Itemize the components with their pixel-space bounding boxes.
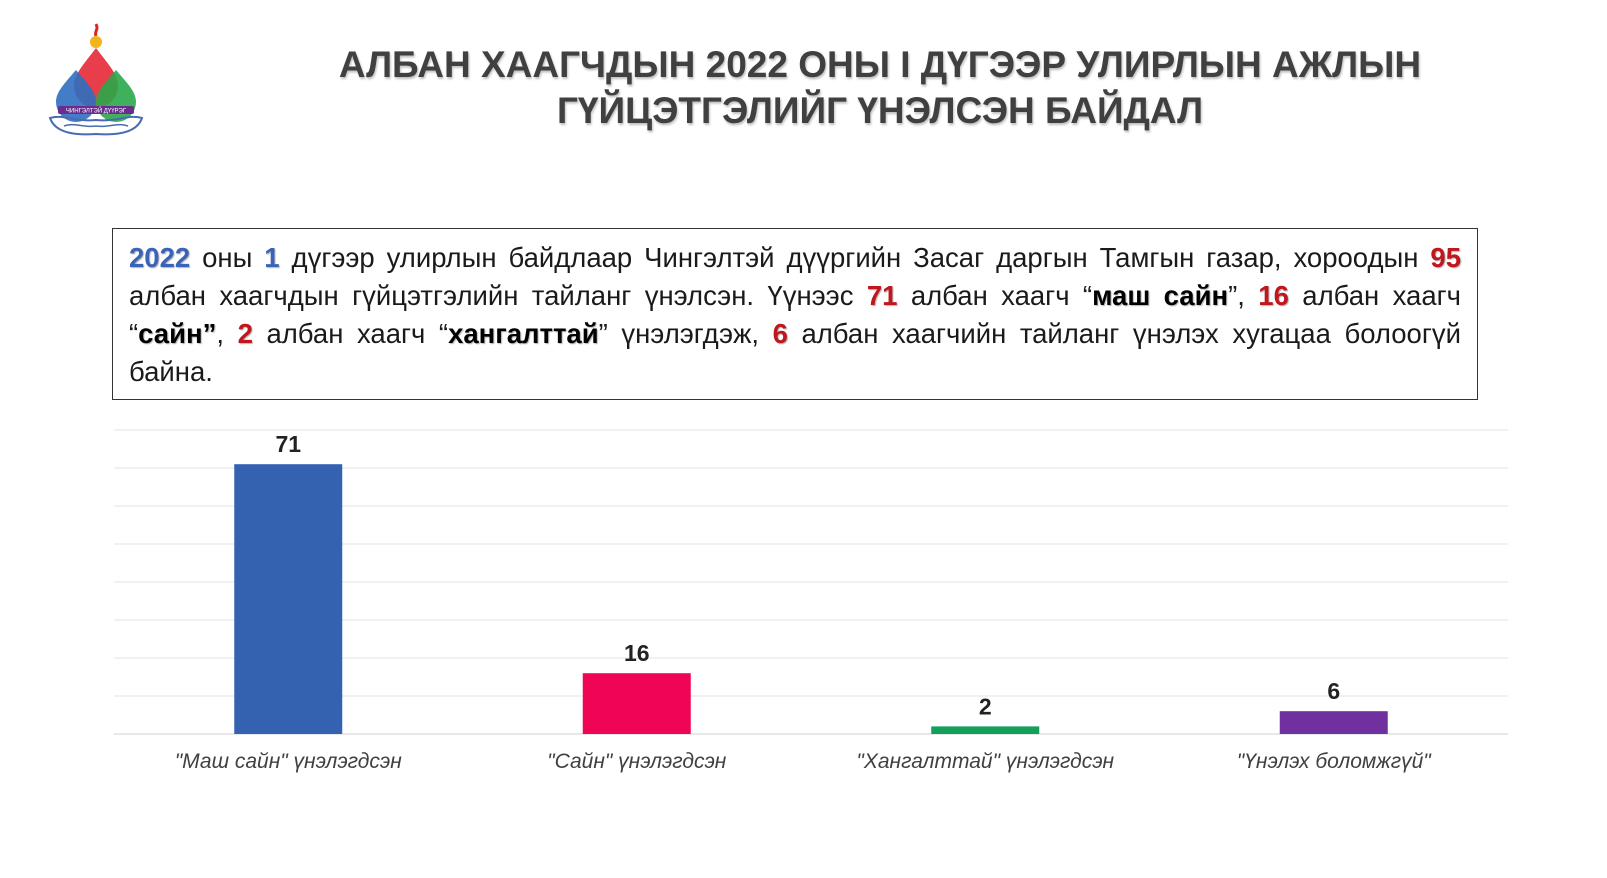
page-title: АЛБАН ХААГЧДЫН 2022 ОНЫ I ДҮГЭЭР УЛИРЛЫН… — [230, 42, 1530, 134]
summary-text: албан хаагч “ — [129, 280, 1461, 349]
chart-data-label: 2 — [979, 693, 992, 719]
summary-text: албан хаагчийн тайланг үнэлэх хугацаа бо… — [129, 318, 1461, 387]
summary-count-satisfactory: 2 — [237, 318, 253, 349]
chart-bars — [234, 464, 1388, 734]
summary-year: 2022 — [129, 242, 191, 273]
summary-text: дүгээр улирлын байдлаар Чингэлтэй дүүрги… — [279, 242, 1431, 273]
chart-category-label: "Сайн" үнэлэгдсэн — [547, 750, 727, 773]
summary-count-excellent: 71 — [866, 280, 898, 311]
chart-data-label: 6 — [1327, 678, 1340, 704]
summary-good-word: сайн” — [138, 318, 217, 349]
page-title-line1: АЛБАН ХААГЧДЫН 2022 ОНЫ I ДҮГЭЭР УЛИРЛЫН… — [338, 44, 1422, 85]
summary-excellent-word: маш сайн — [1092, 280, 1229, 311]
summary-text: оны — [190, 242, 265, 273]
chart-data-label: 71 — [275, 431, 301, 457]
chart-bar — [582, 673, 691, 734]
summary-text: албан хаагч “ — [252, 318, 449, 349]
summary-text: албан хаагчдын гүйцэтгэлийн тайланг үнэл… — [129, 280, 867, 311]
summary-text: , — [216, 318, 238, 349]
logo-text: ЧИНГЭЛТЭЙ ДҮҮРЭГ — [66, 107, 127, 115]
chart-gridlines — [114, 429, 1508, 735]
page-title-line2: ГҮЙЦЭТГЭЛИЙГ ҮНЭЛСЭН БАЙДАЛ — [556, 90, 1204, 131]
district-logo-icon: ЧИНГЭЛТЭЙ ДҮҮРЭГ — [48, 23, 144, 136]
summary-box: 2022 оны 1 дүгээр улирлын байдлаар Чингэ… — [112, 228, 1478, 400]
summary-text: ” үнэлэгдэж, — [598, 318, 773, 349]
chart-bar — [234, 464, 343, 734]
chart-data-label: 16 — [624, 640, 650, 666]
summary-count-none: 6 — [772, 318, 788, 349]
chart-category-label: "Үнэлэх боломжгүй" — [1237, 750, 1433, 773]
chart-labels: 71 "Маш сайн" үнэлэгдсэн 16 "Сайн" үнэлэгдс… — [175, 431, 1433, 773]
summary-total: 95 — [1430, 242, 1461, 273]
chart-bar — [931, 726, 1040, 734]
summary-quarter: 1 — [264, 242, 280, 273]
summary-text: ”, — [1228, 280, 1259, 311]
chart-category-label: "Хангалттай" үнэлэгдсэн — [856, 750, 1114, 773]
summary-text: албан хаагч “ — [897, 280, 1093, 311]
chart-category-label: "Маш сайн" үнэлэгдсэн — [175, 750, 402, 773]
summary-satisfactory-word: хангалттай — [448, 318, 599, 349]
summary-count-good: 16 — [1258, 280, 1289, 311]
chart-bar — [1279, 711, 1388, 734]
